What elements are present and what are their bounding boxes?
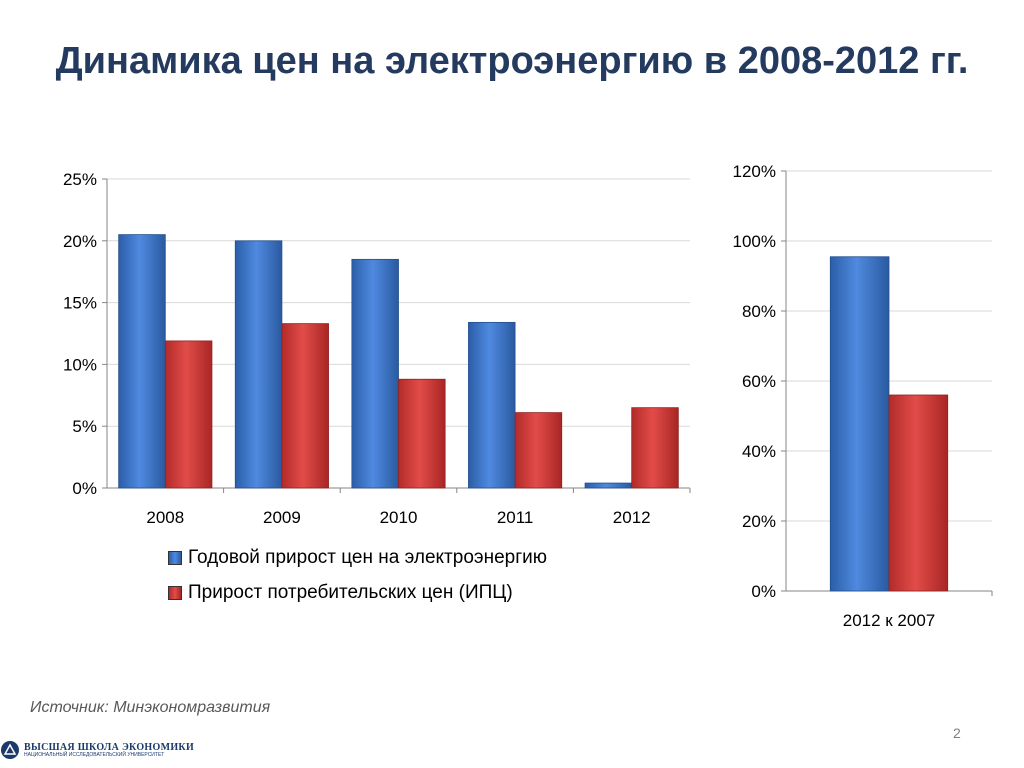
legend-swatch-cpi: [168, 586, 182, 600]
y-tick-label: 40%: [742, 442, 776, 461]
bar-cpi: [888, 394, 949, 592]
legend-swatch-electricity: [168, 551, 182, 565]
x-tick-label: 2012: [613, 508, 651, 527]
x-tick-label: 2012 к 2007: [843, 611, 936, 630]
legend-item-electricity: Годовой прирост цен на электроэнергию: [168, 547, 547, 569]
x-tick-label: 2011: [497, 508, 534, 527]
page-number: 2: [953, 725, 961, 741]
logo-title: ВЫСШАЯ ШКОЛА ЭКОНОМИКИ: [24, 741, 195, 753]
x-tick-label: 2010: [380, 508, 418, 527]
y-tick-label: 5%: [72, 417, 97, 436]
bar-cpi: [398, 378, 446, 489]
bar-electricity: [234, 240, 283, 489]
cumulative-growth-chart: 0% 20% 40% 60% 80% 100% 120% 2012 к 2007: [733, 162, 993, 630]
bar-electricity: [468, 321, 516, 489]
bar-cpi: [514, 412, 563, 489]
logo-subtitle: НАЦИОНАЛЬНЫЙ ИССЛЕДОВАТЕЛЬСКИЙ УНИВЕРСИТ…: [24, 751, 165, 758]
x-tick-label: 2008: [146, 508, 184, 527]
y-tick-label: 15%: [63, 294, 97, 313]
annual-growth-chart: 0% 5% 10% 15% 20% 25% 2008 2009 2010 2011 2012: [63, 170, 691, 527]
y-tick-label: 100%: [733, 232, 776, 251]
x-tick-label: 2009: [263, 508, 301, 527]
y-tick-label: 25%: [63, 170, 97, 189]
y-tick-label: 80%: [742, 302, 776, 321]
page-title: Динамика цен на электроэнергию в 2008-20…: [55, 40, 969, 82]
bar-cpi: [281, 323, 329, 489]
bar-electricity: [584, 482, 633, 489]
legend-label-cpi: Прирост потребительских цен (ИПЦ): [188, 582, 513, 603]
bar-electricity: [351, 258, 399, 489]
y-tick-label: 20%: [742, 512, 776, 531]
y-tick-label: 0%: [72, 479, 97, 498]
y-tick-label: 120%: [733, 162, 776, 181]
y-tick-label: 20%: [63, 232, 97, 251]
y-tick-label: 60%: [742, 372, 776, 391]
university-logo: ВЫСШАЯ ШКОЛА ЭКОНОМИКИ НАЦИОНАЛЬНЫЙ ИССЛ…: [0, 740, 194, 760]
bar-electricity: [118, 234, 166, 489]
legend-item-cpi: Прирост потребительских цен (ИПЦ): [168, 582, 513, 604]
bar-cpi: [631, 407, 679, 489]
logo-emblem-icon: [1, 741, 19, 759]
y-tick-label: 10%: [63, 355, 97, 374]
bar-cpi: [164, 340, 213, 489]
legend-label-electricity: Годовой прирост цен на электроэнергию: [188, 547, 547, 568]
source-note: Источник: Минэкономразвития: [30, 699, 271, 716]
y-tick-label: 0%: [751, 582, 776, 601]
bar-electricity: [829, 256, 890, 592]
